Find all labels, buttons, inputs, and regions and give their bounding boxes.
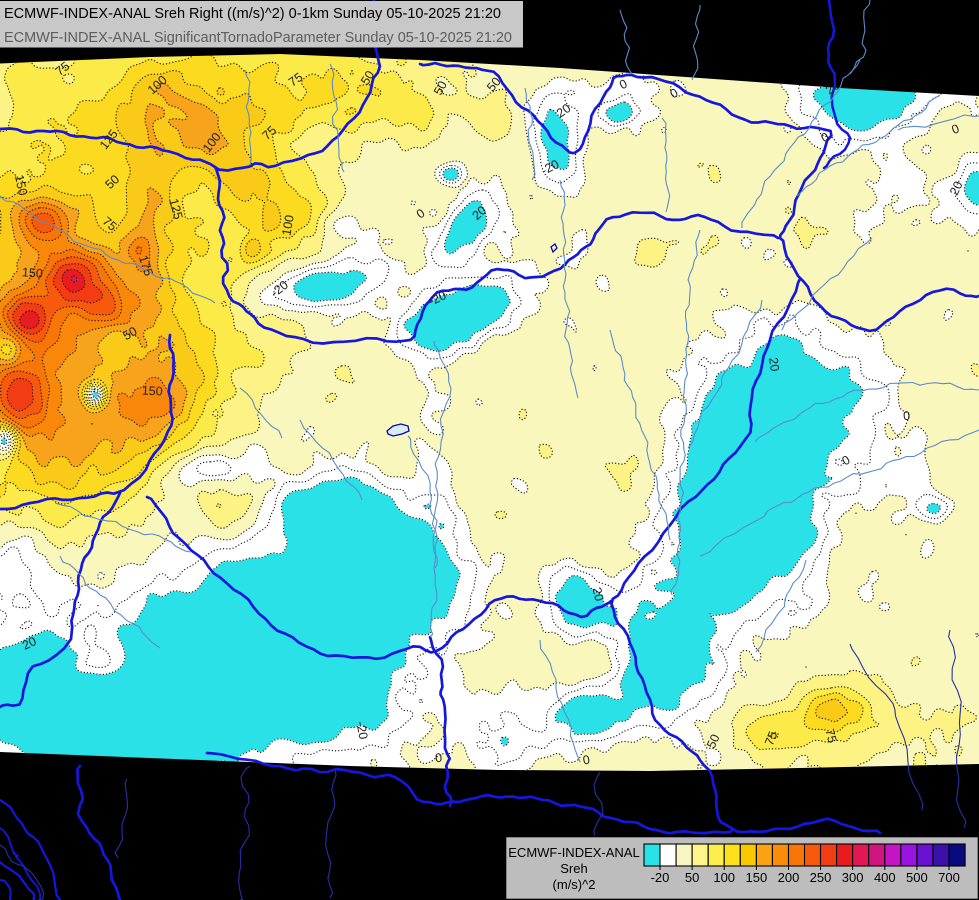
svg-text:0: 0	[950, 121, 962, 137]
svg-text:50: 50	[704, 732, 723, 751]
svg-text:Sreh: Sreh	[560, 861, 587, 876]
svg-text:20: 20	[947, 179, 966, 198]
svg-text:20: 20	[554, 101, 573, 120]
svg-text:75: 75	[762, 729, 780, 747]
svg-text:ECMWF-INDEX-ANAL: ECMWF-INDEX-ANAL	[508, 845, 639, 860]
svg-text:-20: -20	[651, 870, 670, 885]
svg-text:(m/s)^2: (m/s)^2	[553, 877, 596, 892]
svg-text:0: 0	[435, 751, 443, 766]
svg-text:75: 75	[822, 727, 839, 744]
svg-text:125: 125	[166, 197, 185, 221]
svg-text:700: 700	[938, 870, 960, 885]
svg-text:ECMWF-INDEX-ANAL SignificantTo: ECMWF-INDEX-ANAL SignificantTornadoParam…	[4, 29, 512, 46]
svg-text:200: 200	[778, 870, 800, 885]
svg-text:50: 50	[358, 68, 377, 87]
svg-text:150: 150	[141, 383, 163, 398]
svg-text:20: 20	[766, 357, 782, 373]
svg-text:100: 100	[713, 870, 735, 885]
svg-text:-20: -20	[353, 720, 370, 740]
svg-text:300: 300	[842, 870, 864, 885]
svg-text:400: 400	[874, 870, 896, 885]
svg-text:50: 50	[685, 870, 699, 885]
svg-text:500: 500	[906, 870, 928, 885]
svg-text:150: 150	[21, 265, 43, 281]
svg-text:20: 20	[20, 634, 39, 653]
svg-text:20: 20	[590, 586, 607, 603]
svg-text:ECMWF-INDEX-ANAL Sreh Right ((: ECMWF-INDEX-ANAL Sreh Right ((m/s)^2) 0-…	[4, 5, 501, 22]
svg-text:150: 150	[746, 870, 768, 885]
svg-text:75: 75	[286, 70, 305, 89]
svg-text:-20: -20	[426, 288, 448, 308]
svg-text:75: 75	[53, 59, 73, 79]
svg-text:0: 0	[903, 409, 911, 424]
svg-text:0: 0	[582, 753, 591, 768]
svg-text:50: 50	[431, 79, 450, 98]
svg-text:50: 50	[120, 324, 139, 343]
svg-text:250: 250	[810, 870, 832, 885]
svg-text:175: 175	[136, 254, 156, 278]
svg-text:100: 100	[279, 214, 296, 237]
svg-text:150: 150	[12, 174, 30, 197]
